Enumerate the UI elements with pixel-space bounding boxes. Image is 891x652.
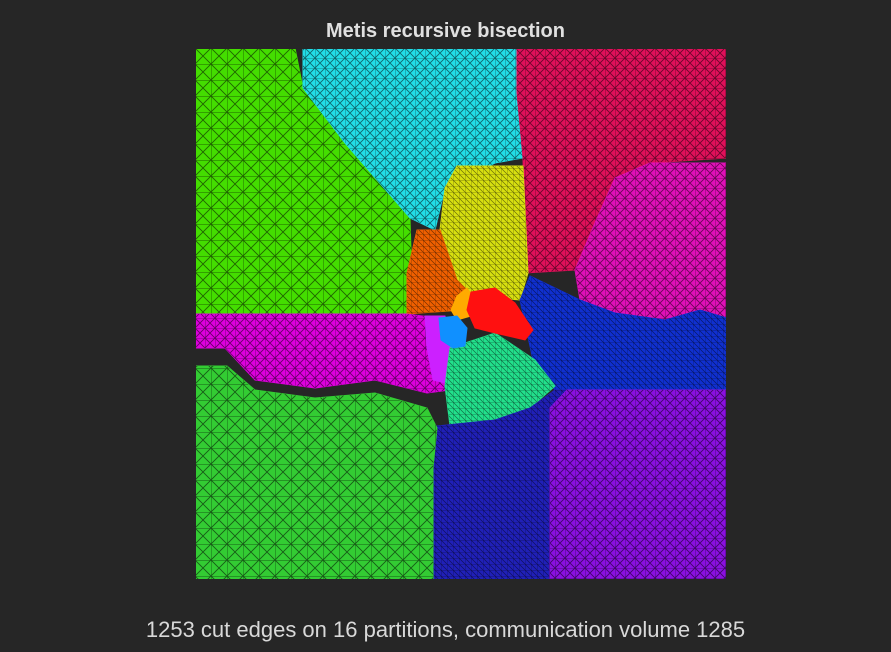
partition-mesh [195,48,727,580]
partition-royal-blue-right [519,275,727,391]
figure-title: Metis recursive bisection [326,20,565,42]
partition-blue-core [438,315,468,349]
figure-caption: 1253 cut edges on 16 partitions, communi… [145,617,746,642]
partition-crimson-top-right [516,48,727,274]
partition-pink-left [195,313,451,394]
partition-mint-center [444,332,556,427]
partition-magenta-right [574,162,727,321]
partition-yellow-center [439,165,529,301]
partition-green-lower-left [195,365,438,580]
partition-red-core [466,287,534,341]
partition-purple-bottom-right [549,389,727,580]
